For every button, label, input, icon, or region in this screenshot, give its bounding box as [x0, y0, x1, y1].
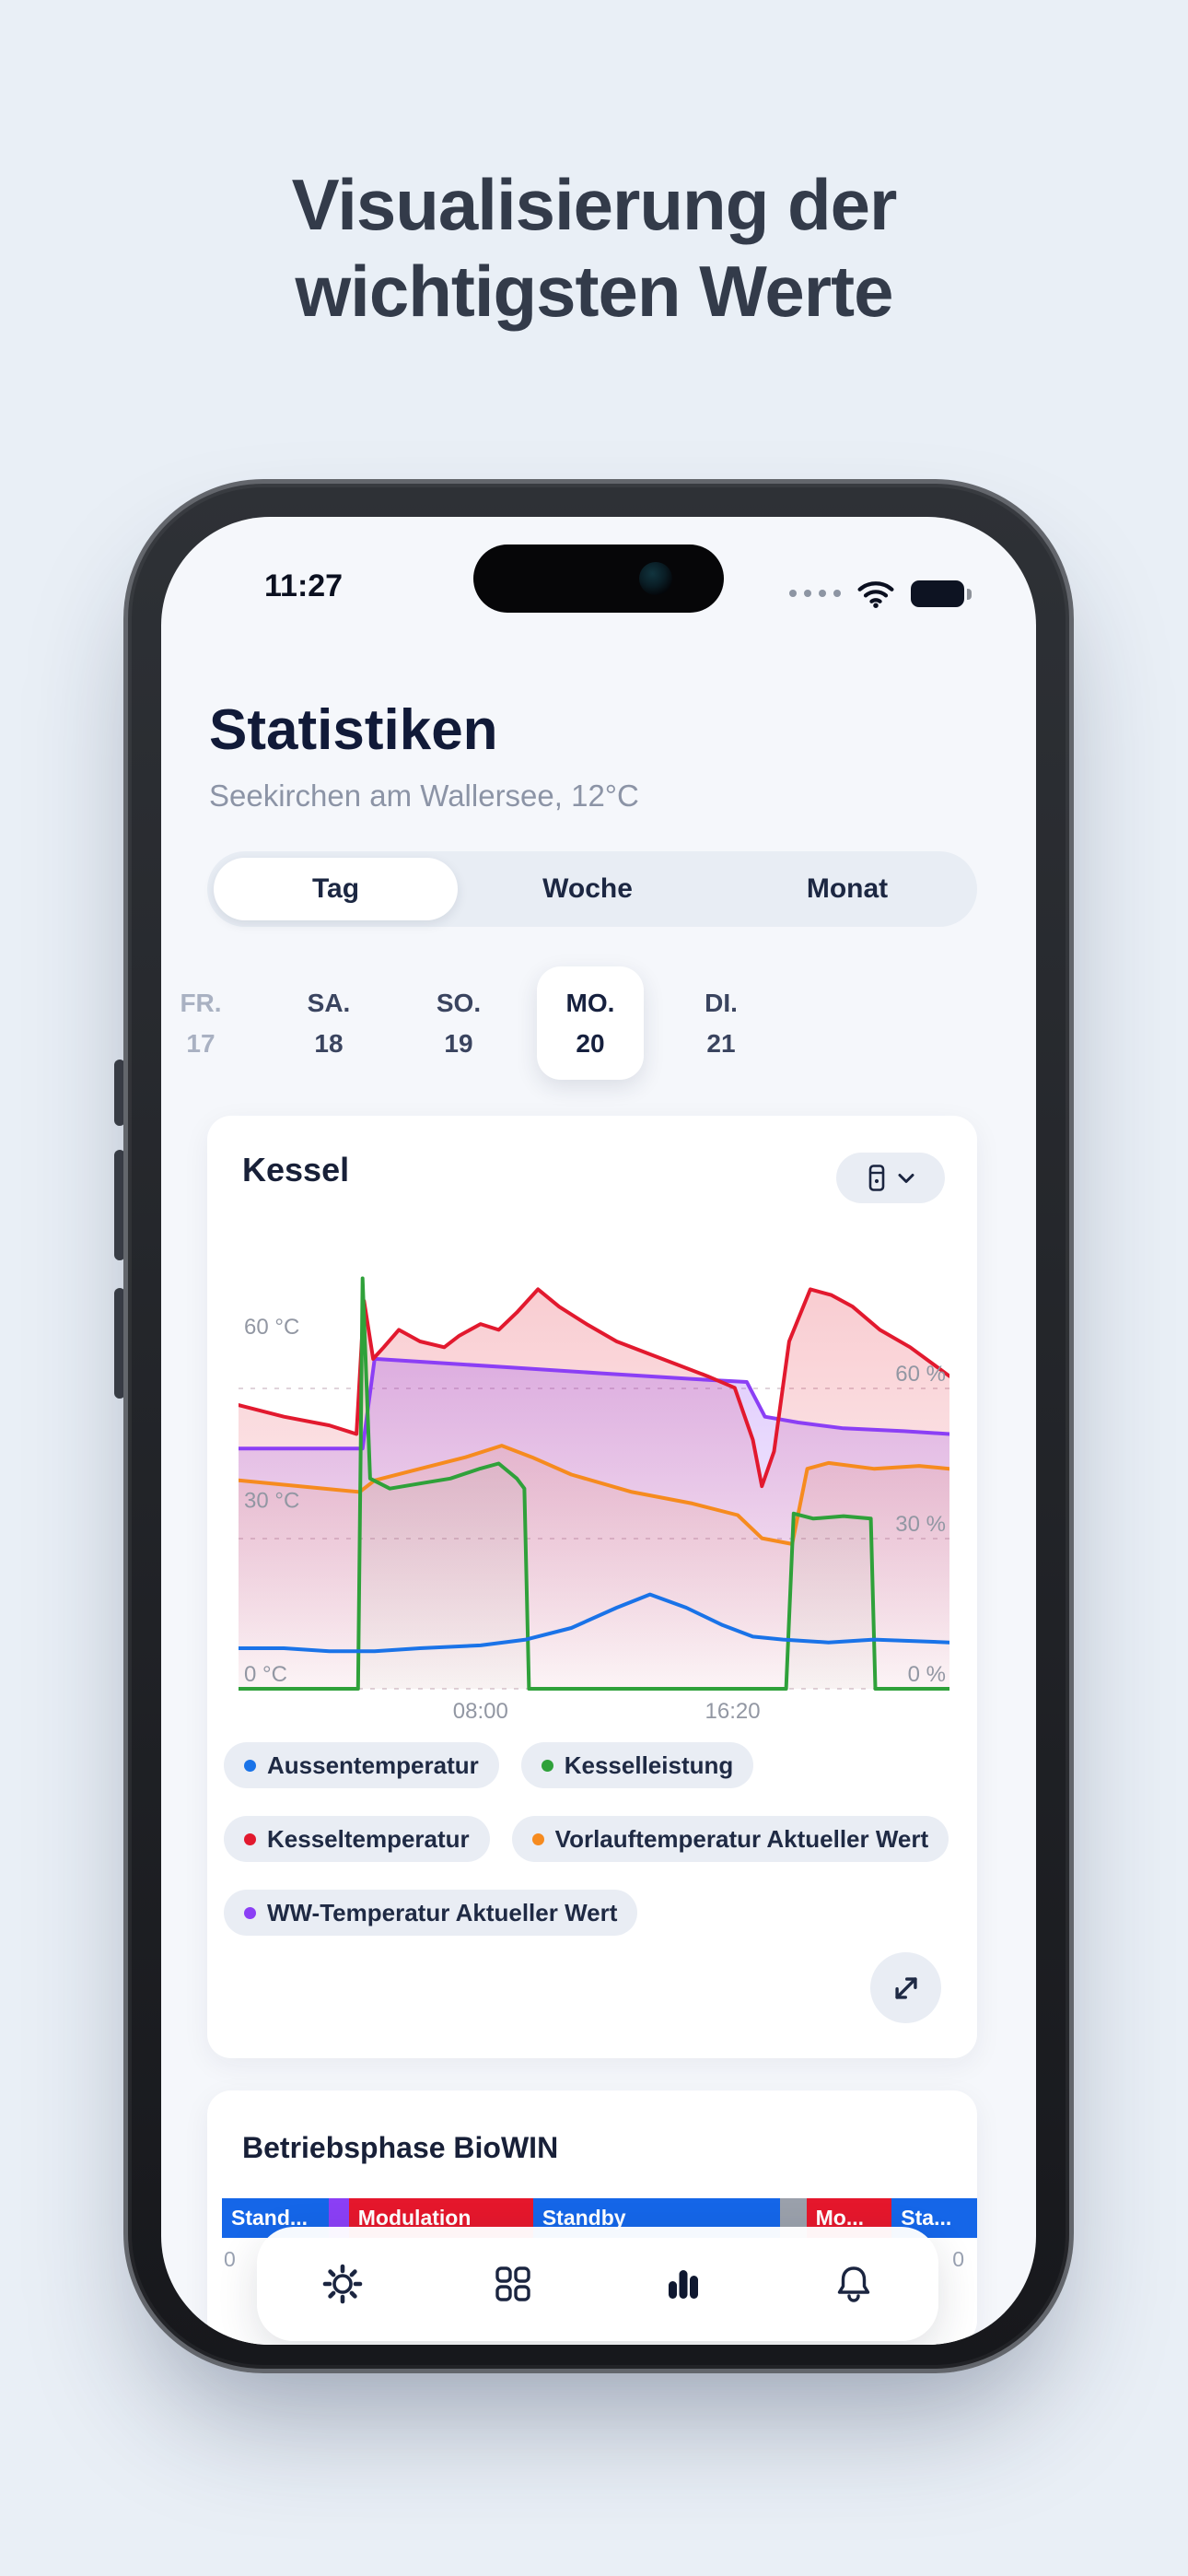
tab-settings[interactable]	[257, 2227, 427, 2341]
legend-dot	[541, 1759, 553, 1772]
svg-text:60 %: 60 %	[895, 1362, 946, 1387]
date-day: SO.	[436, 988, 482, 1017]
date-num: 21	[706, 1028, 736, 1058]
signal-dots-icon	[789, 590, 841, 597]
tab-woche[interactable]: Woche	[542, 873, 633, 904]
date-num: 20	[576, 1028, 605, 1058]
dynamic-island	[473, 544, 724, 613]
phase-axis-right: 0	[952, 2247, 964, 2271]
page-title: Statistiken	[209, 698, 498, 762]
period-segmented-control: Tag Woche Monat	[207, 851, 977, 927]
date-cell-fr17[interactable]: FR. 17	[161, 966, 254, 1080]
boiler-icon	[866, 1164, 888, 1193]
legend-dot	[244, 1832, 256, 1845]
legend-label: Kesselleistung	[564, 1751, 734, 1779]
chevron-down-icon	[897, 1172, 915, 1185]
date-num: 19	[444, 1028, 473, 1058]
legend-chip-vorlauftemperatur[interactable]: Vorlauftemperatur Aktueller Wert	[511, 1816, 949, 1862]
date-num: 18	[314, 1028, 344, 1058]
legend-label: Aussentemperatur	[267, 1751, 479, 1779]
gear-icon	[322, 2264, 362, 2304]
svg-text:0 %: 0 %	[908, 1662, 946, 1687]
phone-screen: 11:27 Statistiken Seekirchen am Wallerse…	[161, 517, 1036, 2345]
legend-dot	[531, 1832, 544, 1845]
chart-legend: Aussentemperatur Kesselleistung Kesselte…	[224, 1742, 957, 1936]
phone-frame: 11:27 Statistiken Seekirchen am Wallerse…	[123, 479, 1074, 2373]
page-heading-line2: wichtigsten Werte	[295, 250, 893, 332]
device-filter-button[interactable]	[836, 1153, 945, 1203]
bell-icon	[837, 2266, 869, 2302]
volume-up-button	[114, 1150, 125, 1260]
kessel-chart: 60 °C 30 °C 0 °C 60 % 30 % 0 % 08:00 16:20	[239, 1263, 949, 1726]
bar-chart-icon	[668, 2270, 698, 2299]
legend-chip-kesseltemperatur[interactable]: Kesseltemperatur	[224, 1816, 490, 1862]
date-day: MO.	[565, 988, 615, 1017]
date-day: FR.	[180, 988, 222, 1017]
legend-chip-ww-temperatur[interactable]: WW-Temperatur Aktueller Wert	[224, 1890, 638, 1936]
tab-dashboard[interactable]	[427, 2227, 598, 2341]
battery-icon	[911, 580, 972, 607]
date-day: SA.	[307, 988, 351, 1017]
page-heading-line1: Visualisierung der	[291, 164, 898, 245]
legend-label: WW-Temperatur Aktueller Wert	[267, 1898, 618, 1926]
wifi-icon	[856, 578, 896, 609]
date-cell-mo20[interactable]: MO. 20	[537, 966, 644, 1080]
expand-icon	[894, 1976, 917, 1999]
tab-tag[interactable]: Tag	[214, 858, 458, 920]
date-cell-sa18[interactable]: SA. 18	[275, 966, 382, 1080]
legend-dot	[244, 1906, 256, 1919]
legend-label: Vorlauftemperatur Aktueller Wert	[554, 1824, 929, 1853]
action-button	[114, 1060, 125, 1126]
volume-down-button	[114, 1288, 125, 1399]
svg-text:30 °C: 30 °C	[244, 1489, 299, 1514]
grid-icon	[495, 2266, 530, 2301]
date-day: DI.	[705, 988, 738, 1017]
date-cell-so19[interactable]: SO. 19	[405, 966, 512, 1080]
bottom-tab-bar	[257, 2227, 938, 2341]
date-num: 17	[186, 1028, 215, 1058]
page-heading: Visualisierung der wichtigsten Werte	[0, 162, 1188, 334]
legend-chip-aussentemperatur[interactable]: Aussentemperatur	[224, 1742, 499, 1788]
legend-dot	[244, 1759, 256, 1772]
svg-text:16:20: 16:20	[705, 1699, 761, 1724]
expand-button[interactable]	[870, 1952, 941, 2023]
tab-statistics[interactable]	[598, 2227, 768, 2341]
legend-chip-kesselleistung[interactable]: Kesselleistung	[520, 1742, 754, 1788]
tab-notifications[interactable]	[768, 2227, 938, 2341]
svg-text:30 %: 30 %	[895, 1512, 946, 1537]
svg-text:60 °C: 60 °C	[244, 1315, 299, 1340]
camera-dot	[639, 562, 672, 595]
date-cell-di21[interactable]: DI. 21	[668, 966, 775, 1080]
status-time: 11:27	[264, 568, 344, 603]
legend-label: Kesseltemperatur	[267, 1824, 470, 1853]
kessel-card-title: Kessel	[242, 1151, 350, 1188]
phase-card-title: Betriebsphase BioWIN	[242, 2131, 559, 2164]
status-icons	[789, 578, 972, 609]
svg-text:08:00: 08:00	[453, 1699, 508, 1724]
tab-monat[interactable]: Monat	[806, 873, 889, 904]
kessel-card: Kessel 60 °C 30 °C 0 °C 60 % 30 % 0	[207, 1116, 977, 2058]
location-subtitle: Seekirchen am Wallersee, 12°C	[209, 779, 639, 813]
phase-axis-left: 0	[224, 2247, 236, 2271]
svg-text:0 °C: 0 °C	[244, 1662, 287, 1687]
